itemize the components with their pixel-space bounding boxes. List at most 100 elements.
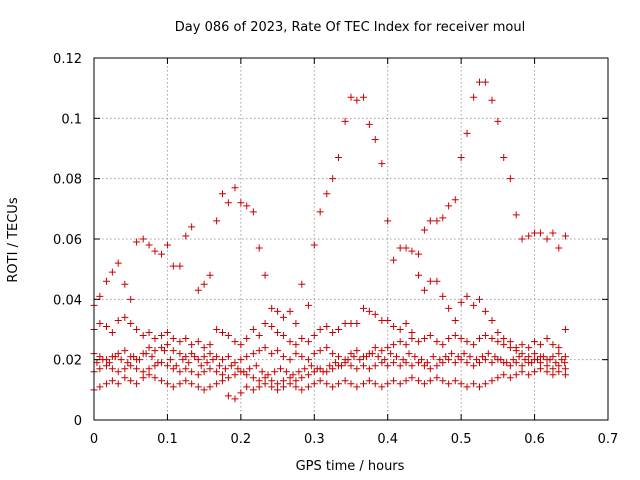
data-point xyxy=(488,377,496,385)
data-point xyxy=(139,332,147,340)
data-point xyxy=(286,380,294,388)
data-point xyxy=(213,380,221,388)
data-point xyxy=(402,359,410,367)
data-point xyxy=(426,277,434,285)
data-point xyxy=(274,386,282,394)
data-point xyxy=(497,356,505,364)
data-point xyxy=(114,350,122,358)
data-point xyxy=(188,223,196,231)
data-point xyxy=(298,280,306,288)
data-point xyxy=(436,356,444,364)
data-point xyxy=(539,353,547,361)
data-point xyxy=(393,353,401,361)
data-point xyxy=(329,329,337,337)
data-point xyxy=(518,368,526,376)
data-point xyxy=(237,199,245,207)
data-point xyxy=(274,380,282,388)
data-point xyxy=(515,353,523,361)
data-point xyxy=(158,377,166,385)
data-point xyxy=(439,214,447,222)
data-point xyxy=(114,316,122,324)
data-point xyxy=(549,371,557,379)
data-point xyxy=(426,217,434,225)
data-point xyxy=(378,316,386,324)
data-point xyxy=(249,350,257,358)
data-point xyxy=(158,332,166,340)
data-point xyxy=(145,329,153,337)
data-point xyxy=(271,368,279,376)
data-point xyxy=(304,356,312,364)
data-point xyxy=(525,353,533,361)
data-point xyxy=(182,232,190,240)
data-point xyxy=(142,350,150,358)
x-tick-labels: 0 0.1 0.2 0.3 0.4 0.5 0.6 0.7 xyxy=(90,432,618,447)
data-point xyxy=(512,371,520,379)
axis-ticks xyxy=(93,57,609,421)
data-point xyxy=(213,217,221,225)
data-point xyxy=(476,383,483,391)
data-point xyxy=(466,353,474,361)
data-point xyxy=(255,244,263,252)
y-tick-label: 0.12 xyxy=(53,52,82,67)
data-point xyxy=(500,341,508,349)
data-point xyxy=(158,250,166,258)
data-point xyxy=(439,359,447,367)
y-tick-label: 0.04 xyxy=(53,293,82,308)
data-point xyxy=(203,359,211,367)
data-point xyxy=(191,353,199,361)
data-point xyxy=(102,322,110,330)
data-point xyxy=(310,368,318,376)
data-point xyxy=(368,350,376,358)
data-point xyxy=(402,377,410,385)
data-point xyxy=(169,335,177,343)
data-point xyxy=(518,362,526,370)
data-point xyxy=(200,344,208,352)
data-point xyxy=(536,365,544,373)
data-point xyxy=(536,341,544,349)
y-tick-labels: 0 0.02 0.04 0.06 0.08 0.1 0.12 xyxy=(53,52,82,429)
data-points xyxy=(90,78,569,403)
data-point xyxy=(145,365,153,373)
data-point xyxy=(494,329,502,337)
data-point xyxy=(390,341,398,349)
data-point xyxy=(371,380,379,388)
data-point xyxy=(381,356,389,364)
data-point xyxy=(252,362,260,370)
data-point xyxy=(463,383,471,391)
data-point xyxy=(282,368,290,376)
data-point xyxy=(543,368,551,376)
data-point xyxy=(279,383,287,391)
data-point xyxy=(552,359,560,367)
data-point xyxy=(500,154,508,162)
data-point xyxy=(384,217,392,225)
data-point xyxy=(420,226,428,234)
data-point xyxy=(384,344,392,352)
data-point xyxy=(108,365,116,373)
data-point xyxy=(546,356,554,364)
data-point xyxy=(481,78,489,86)
data-point xyxy=(304,383,312,391)
data-point xyxy=(316,347,324,355)
data-point xyxy=(182,335,190,343)
data-point xyxy=(549,365,557,373)
data-point xyxy=(224,374,232,382)
data-point xyxy=(319,368,327,376)
data-point xyxy=(237,389,245,397)
data-point xyxy=(371,344,379,352)
data-point xyxy=(374,353,382,361)
data-point xyxy=(359,93,367,101)
data-point xyxy=(151,335,159,343)
data-point xyxy=(237,341,245,349)
data-point xyxy=(384,380,392,388)
data-point xyxy=(133,326,141,333)
data-point xyxy=(268,350,276,358)
data-point xyxy=(512,359,520,367)
data-point xyxy=(476,78,483,86)
data-point xyxy=(292,341,300,349)
data-point xyxy=(136,356,144,364)
data-point xyxy=(329,350,337,358)
data-point xyxy=(279,353,287,361)
data-point xyxy=(445,202,453,210)
data-point xyxy=(163,341,171,349)
data-point xyxy=(200,280,208,288)
